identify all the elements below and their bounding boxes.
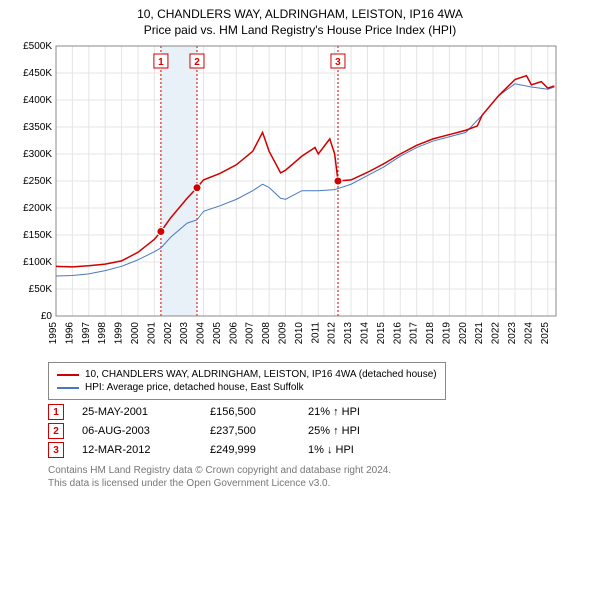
svg-text:2013: 2013 — [343, 322, 354, 345]
legend-label-2: HPI: Average price, detached house, East… — [85, 382, 304, 393]
svg-text:£400K: £400K — [23, 95, 52, 106]
svg-text:1: 1 — [158, 57, 164, 68]
svg-text:2016: 2016 — [392, 322, 403, 345]
legend-row-1: 10, CHANDLERS WAY, ALDRINGHAM, LEISTON, … — [57, 369, 437, 380]
svg-text:2000: 2000 — [130, 322, 141, 345]
sale-price: £237,500 — [210, 425, 290, 437]
svg-text:1996: 1996 — [64, 322, 75, 345]
svg-text:£300K: £300K — [23, 149, 52, 160]
sale-pct: 1% ↓ HPI — [308, 444, 398, 456]
sales-table: 1 25-MAY-2001 £156,500 21% ↑ HPI 2 06-AU… — [48, 404, 582, 458]
svg-text:£500K: £500K — [23, 41, 52, 52]
sale-marker-icon: 1 — [48, 404, 64, 420]
svg-text:2009: 2009 — [278, 322, 289, 345]
svg-text:2021: 2021 — [474, 322, 485, 345]
svg-text:£50K: £50K — [29, 284, 53, 295]
sales-row: 3 12-MAR-2012 £249,999 1% ↓ HPI — [48, 442, 582, 458]
sale-pct: 21% ↑ HPI — [308, 406, 398, 418]
sales-row: 2 06-AUG-2003 £237,500 25% ↑ HPI — [48, 423, 582, 439]
footer-attribution: Contains HM Land Registry data © Crown c… — [48, 464, 582, 490]
svg-text:2: 2 — [194, 57, 200, 68]
svg-text:£0: £0 — [41, 311, 53, 322]
svg-text:2002: 2002 — [163, 322, 174, 345]
svg-text:3: 3 — [335, 57, 341, 68]
legend-label-1: 10, CHANDLERS WAY, ALDRINGHAM, LEISTON, … — [85, 369, 437, 380]
title-line2: Price paid vs. HM Land Registry's House … — [8, 22, 592, 38]
sale-marker-icon: 3 — [48, 442, 64, 458]
sale-date: 12-MAR-2012 — [82, 444, 192, 456]
chart-title: 10, CHANDLERS WAY, ALDRINGHAM, LEISTON, … — [8, 6, 592, 38]
sale-date: 06-AUG-2003 — [82, 425, 192, 437]
sales-row: 1 25-MAY-2001 £156,500 21% ↑ HPI — [48, 404, 582, 420]
svg-text:2025: 2025 — [540, 322, 551, 345]
sale-marker-icon: 2 — [48, 423, 64, 439]
svg-text:2017: 2017 — [409, 322, 420, 345]
svg-text:1995: 1995 — [48, 322, 59, 345]
chart-container: 10, CHANDLERS WAY, ALDRINGHAM, LEISTON, … — [0, 0, 600, 590]
sale-date: 25-MAY-2001 — [82, 406, 192, 418]
sale-price: £249,999 — [210, 444, 290, 456]
svg-text:2024: 2024 — [523, 322, 534, 345]
legend-row-2: HPI: Average price, detached house, East… — [57, 382, 437, 393]
svg-text:2022: 2022 — [491, 322, 502, 345]
svg-text:2008: 2008 — [261, 322, 272, 345]
svg-text:2001: 2001 — [146, 322, 157, 345]
footer-line2: This data is licensed under the Open Gov… — [48, 477, 582, 490]
svg-text:2018: 2018 — [425, 322, 436, 345]
svg-text:£350K: £350K — [23, 122, 52, 133]
chart-plot-area: 1 2 3 £0 £50K £100K £150K £200K £250K £300K £350K £… — [8, 38, 592, 358]
title-line1: 10, CHANDLERS WAY, ALDRINGHAM, LEISTON, … — [8, 6, 592, 22]
sale-price: £156,500 — [210, 406, 290, 418]
svg-text:2020: 2020 — [458, 322, 469, 345]
svg-text:£250K: £250K — [23, 176, 52, 187]
chart-svg: 1 2 3 £0 £50K £100K £150K £200K £250K £300K £350K £… — [8, 38, 568, 358]
svg-text:2015: 2015 — [376, 322, 387, 345]
svg-text:2005: 2005 — [212, 322, 223, 345]
svg-text:£100K: £100K — [23, 257, 52, 268]
svg-text:2010: 2010 — [294, 322, 305, 345]
svg-text:2014: 2014 — [359, 322, 370, 345]
svg-text:2003: 2003 — [179, 322, 190, 345]
svg-text:1998: 1998 — [97, 322, 108, 345]
svg-text:£200K: £200K — [23, 203, 52, 214]
legend-swatch-1 — [57, 374, 79, 376]
sale-pct: 25% ↑ HPI — [308, 425, 398, 437]
svg-text:2011: 2011 — [310, 322, 321, 344]
svg-text:2004: 2004 — [196, 322, 207, 345]
svg-text:2019: 2019 — [441, 322, 452, 345]
legend: 10, CHANDLERS WAY, ALDRINGHAM, LEISTON, … — [48, 362, 446, 400]
svg-text:2012: 2012 — [327, 322, 338, 345]
svg-text:1997: 1997 — [81, 322, 92, 345]
svg-text:2007: 2007 — [245, 322, 256, 345]
svg-text:£450K: £450K — [23, 68, 52, 79]
legend-swatch-2 — [57, 387, 79, 389]
svg-text:2023: 2023 — [507, 322, 518, 345]
svg-text:2006: 2006 — [228, 322, 239, 345]
svg-text:1999: 1999 — [114, 322, 125, 345]
svg-text:£150K: £150K — [23, 230, 52, 241]
footer-line1: Contains HM Land Registry data © Crown c… — [48, 464, 582, 477]
